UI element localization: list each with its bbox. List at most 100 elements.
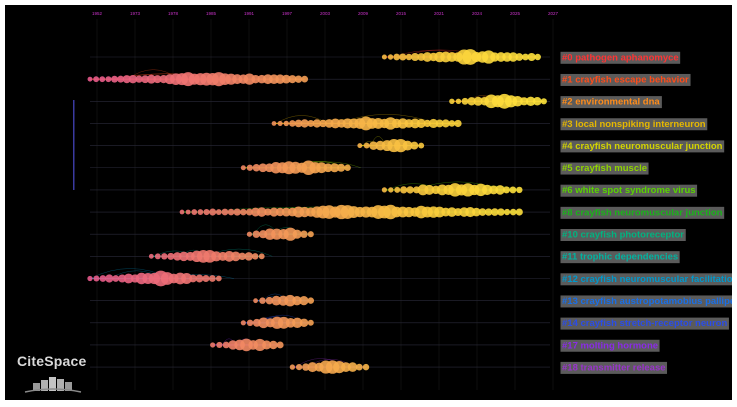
- publication-node: [512, 96, 523, 107]
- cluster-label: #12 crayfish neuromuscular facilitation: [562, 274, 732, 285]
- publication-node: [289, 364, 296, 370]
- publication-node: [275, 74, 285, 84]
- publication-node: [112, 275, 120, 282]
- publication-node: [189, 274, 197, 283]
- publication-node: [99, 275, 107, 282]
- cluster-label-box: [560, 317, 729, 330]
- publication-node: [503, 208, 511, 216]
- publication-node: [246, 231, 253, 237]
- cluster-lane: #0 pathogen aphanomyce: [90, 49, 681, 65]
- publication-node: [330, 163, 340, 173]
- publication-node: [185, 209, 191, 215]
- publication-node: [465, 207, 476, 218]
- publication-node: [441, 119, 450, 128]
- year-tick-label: 2025: [510, 11, 521, 16]
- logo-text: CiteSpace: [17, 353, 87, 369]
- publication-node: [153, 75, 162, 84]
- timeline-canvas: 1952 1973 1978 1985 1991 1997 2003 2009 2015 2021…: [5, 5, 732, 400]
- cluster-label-box: [560, 229, 686, 241]
- publication-node: [275, 207, 285, 217]
- publication-node: [497, 208, 505, 216]
- publication-node: [146, 74, 156, 84]
- publication-node: [307, 297, 315, 304]
- publication-node: [323, 163, 333, 173]
- publication-node: [284, 294, 296, 307]
- publication-node: [307, 362, 318, 373]
- publication-node: [202, 275, 210, 282]
- cluster-lane: #5 crayfish muscle: [90, 160, 649, 175]
- publication-node: [406, 186, 414, 194]
- publication-node: [299, 296, 309, 306]
- publication-node: [307, 119, 315, 127]
- cluster-label-box: [560, 295, 732, 308]
- cluster-label-box: [560, 339, 660, 352]
- year-tick-label: 2024: [472, 11, 483, 16]
- cluster-label: #14 crayfish stretch-receptor neuron: [562, 318, 727, 329]
- publication-node: [216, 341, 223, 349]
- publication-node: [467, 97, 476, 106]
- publication-node: [253, 338, 266, 352]
- publication-node: [337, 163, 346, 172]
- publication-node: [93, 76, 100, 83]
- publication-node: [288, 75, 297, 84]
- publication-node: [418, 142, 425, 149]
- publication-node: [230, 251, 241, 262]
- cluster-label-box: [560, 184, 698, 197]
- publication-node: [508, 52, 518, 62]
- publication-node: [265, 296, 274, 305]
- publication-node: [307, 231, 314, 238]
- publication-node: [105, 76, 112, 83]
- publication-node: [245, 208, 253, 216]
- publication-node: [123, 273, 134, 284]
- publication-node: [167, 252, 175, 260]
- cluster-label-box: [560, 73, 691, 86]
- publication-node: [330, 118, 341, 129]
- publication-node: [240, 208, 247, 216]
- publication-node: [215, 209, 222, 216]
- publication-node: [238, 252, 246, 261]
- year-axis: 1952 1973 1978 1985 1991 1997 2003 2009 2015 2021…: [92, 11, 559, 390]
- publication-node: [455, 98, 462, 105]
- publication-node: [516, 186, 523, 194]
- publication-node: [515, 208, 523, 216]
- publication-node: [302, 363, 310, 371]
- cluster-label: #8 crayfish neuromuscular junction: [562, 207, 723, 218]
- cluster-lane: #10 crayfish photoreceptor: [90, 224, 686, 241]
- publication-node: [292, 295, 302, 306]
- publication-node: [210, 342, 216, 348]
- publication-node: [399, 53, 407, 61]
- publication-node: [490, 208, 499, 216]
- publication-node: [271, 295, 282, 306]
- cluster-label-box: [560, 251, 680, 264]
- cluster-label: #17 molting hormone: [562, 340, 658, 351]
- cluster-label: #2 environmental dna: [562, 97, 660, 108]
- publication-node: [269, 207, 279, 217]
- cluster-lane: #2 environmental dna: [90, 93, 662, 109]
- publication-node: [447, 207, 457, 217]
- cluster-label-box: [560, 51, 681, 64]
- cluster-lane: #6 white spot syndrome virus: [90, 181, 698, 197]
- publication-node: [233, 208, 241, 216]
- year-tick-label: 2015: [396, 11, 407, 16]
- publication-node: [522, 53, 529, 61]
- publication-node: [448, 120, 456, 127]
- cluster-label: #3 local nonspiking interneuron: [562, 119, 706, 130]
- publication-node: [319, 119, 327, 128]
- publication-node: [173, 252, 182, 261]
- year-tick-label: 1985: [206, 11, 217, 16]
- publication-node: [209, 208, 217, 216]
- publication-node: [495, 185, 505, 195]
- publication-node: [472, 207, 481, 217]
- publication-node: [283, 120, 289, 127]
- cluster-timeline-chart: 1952 1973 1978 1985 1991 1997 2003 2009 2015 2021…: [73, 11, 732, 390]
- publication-node: [381, 54, 387, 60]
- cluster-label-box: [560, 206, 725, 219]
- publication-node: [449, 98, 455, 105]
- publication-node: [312, 119, 322, 128]
- publication-node: [256, 207, 267, 217]
- publication-node: [502, 186, 511, 194]
- publication-node: [369, 141, 378, 150]
- publication-node: [264, 208, 272, 216]
- publication-node: [195, 274, 204, 283]
- publication-node: [394, 186, 401, 193]
